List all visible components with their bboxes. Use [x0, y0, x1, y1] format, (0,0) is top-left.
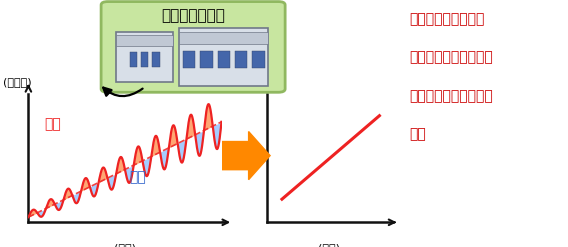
- FancyBboxPatch shape: [101, 1, 285, 92]
- Bar: [152, 52, 160, 67]
- Bar: [141, 52, 148, 67]
- Text: (時間): (時間): [114, 243, 136, 247]
- Text: 抑制: 抑制: [409, 127, 425, 141]
- Text: 蓄電池システム: 蓄電池システム: [161, 8, 225, 23]
- Text: (発電量): (発電量): [2, 78, 31, 87]
- Text: (時間): (時間): [319, 243, 340, 247]
- Text: 吸収し、周波数変動を: 吸収し、周波数変動を: [409, 89, 492, 103]
- Bar: [252, 51, 265, 68]
- FancyArrowPatch shape: [103, 88, 143, 96]
- Bar: [218, 51, 230, 68]
- Text: 蓄電池の充放電により: 蓄電池の充放電により: [409, 51, 492, 65]
- Bar: [130, 52, 137, 67]
- Bar: [116, 32, 173, 82]
- Text: 充電: 充電: [44, 118, 61, 132]
- Bar: [116, 35, 173, 46]
- Text: (発電量): (発電量): [240, 78, 269, 87]
- Bar: [183, 51, 195, 68]
- FancyArrow shape: [222, 131, 270, 180]
- Bar: [179, 28, 268, 85]
- Text: 放電: 放電: [129, 170, 145, 184]
- Text: 再エネの出力変動を: 再エネの出力変動を: [409, 12, 485, 26]
- Bar: [179, 32, 268, 44]
- Bar: [201, 51, 212, 68]
- Bar: [235, 51, 247, 68]
